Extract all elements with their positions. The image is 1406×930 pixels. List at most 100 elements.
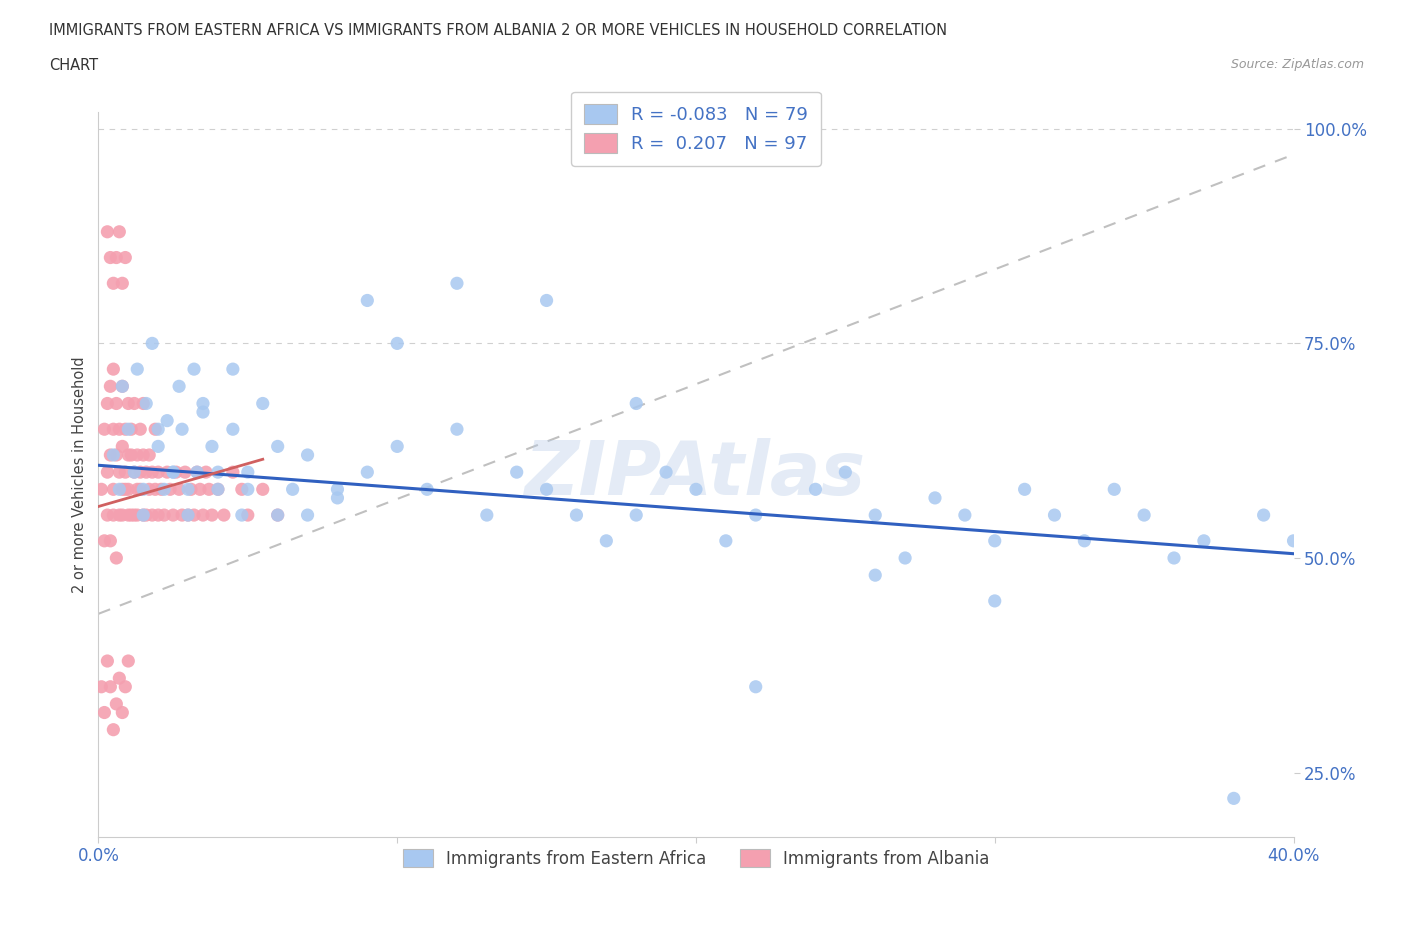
Point: [385, 336, 409, 351]
Point: [124, 508, 146, 523]
Point: [153, 508, 176, 523]
Point: [114, 422, 136, 437]
Point: [626, 396, 648, 411]
Point: [475, 508, 498, 523]
Point: [297, 447, 319, 462]
Point: [143, 422, 166, 437]
Point: [626, 508, 648, 523]
Point: [207, 482, 229, 497]
Point: [252, 396, 274, 411]
Point: [111, 482, 134, 497]
Point: [188, 482, 211, 497]
Point: [236, 508, 259, 523]
Point: [326, 482, 349, 497]
Point: [1014, 482, 1036, 497]
Point: [198, 482, 221, 497]
Point: [141, 508, 163, 523]
Point: [506, 465, 529, 480]
Point: [127, 508, 149, 523]
Point: [117, 654, 139, 669]
Point: [108, 671, 131, 685]
Point: [96, 465, 118, 480]
Legend: Immigrants from Eastern Africa, Immigrants from Albania: Immigrants from Eastern Africa, Immigran…: [391, 837, 1001, 880]
Point: [98, 447, 122, 462]
Point: [148, 439, 170, 454]
Point: [167, 482, 190, 497]
Point: [132, 508, 155, 523]
Point: [162, 465, 184, 480]
Point: [90, 679, 112, 694]
Point: [1163, 551, 1185, 565]
Point: [120, 508, 142, 523]
Point: [1253, 508, 1275, 523]
Point: [177, 508, 200, 523]
Point: [595, 534, 617, 549]
Point: [446, 422, 468, 437]
Point: [117, 396, 139, 411]
Point: [111, 439, 134, 454]
Point: [191, 405, 214, 419]
Point: [148, 422, 170, 437]
Point: [201, 439, 224, 454]
Point: [150, 482, 173, 497]
Point: [894, 551, 917, 565]
Point: [129, 422, 152, 437]
Point: [156, 413, 179, 428]
Point: [93, 705, 115, 720]
Point: [1133, 508, 1156, 523]
Point: [953, 508, 976, 523]
Point: [162, 508, 184, 523]
Point: [195, 465, 218, 480]
Point: [138, 482, 160, 497]
Point: [93, 534, 115, 549]
Point: [138, 447, 160, 462]
Point: [117, 508, 139, 523]
Point: [98, 534, 122, 549]
Point: [111, 508, 134, 523]
Point: [127, 447, 149, 462]
Point: [177, 482, 200, 497]
Point: [984, 593, 1007, 608]
Point: [98, 250, 122, 265]
Point: [1192, 534, 1215, 549]
Point: [446, 276, 468, 291]
Text: ZIPAtlas: ZIPAtlas: [526, 438, 866, 511]
Point: [1282, 534, 1305, 549]
Point: [745, 508, 768, 523]
Point: [416, 482, 439, 497]
Point: [103, 447, 125, 462]
Point: [148, 465, 170, 480]
Point: [186, 465, 208, 480]
Point: [132, 508, 155, 523]
Text: IMMIGRANTS FROM EASTERN AFRICA VS IMMIGRANTS FROM ALBANIA 2 OR MORE VEHICLES IN : IMMIGRANTS FROM EASTERN AFRICA VS IMMIGR…: [49, 23, 948, 38]
Point: [326, 490, 349, 505]
Point: [135, 508, 157, 523]
Point: [236, 465, 259, 480]
Point: [162, 465, 184, 480]
Point: [127, 482, 149, 497]
Text: CHART: CHART: [49, 58, 98, 73]
Point: [231, 482, 253, 497]
Point: [111, 379, 134, 393]
Point: [804, 482, 827, 497]
Point: [103, 482, 125, 497]
Point: [148, 508, 170, 523]
Y-axis label: 2 or more Vehicles in Household: 2 or more Vehicles in Household: [72, 356, 87, 592]
Point: [90, 482, 112, 497]
Point: [267, 508, 290, 523]
Point: [117, 482, 139, 497]
Point: [156, 465, 179, 480]
Point: [96, 224, 118, 239]
Point: [120, 447, 142, 462]
Point: [297, 508, 319, 523]
Point: [127, 362, 149, 377]
Point: [1223, 790, 1246, 805]
Point: [111, 276, 134, 291]
Point: [159, 482, 181, 497]
Point: [141, 465, 163, 480]
Point: [984, 534, 1007, 549]
Point: [108, 482, 131, 497]
Point: [165, 465, 187, 480]
Point: [1104, 482, 1126, 497]
Point: [180, 482, 202, 497]
